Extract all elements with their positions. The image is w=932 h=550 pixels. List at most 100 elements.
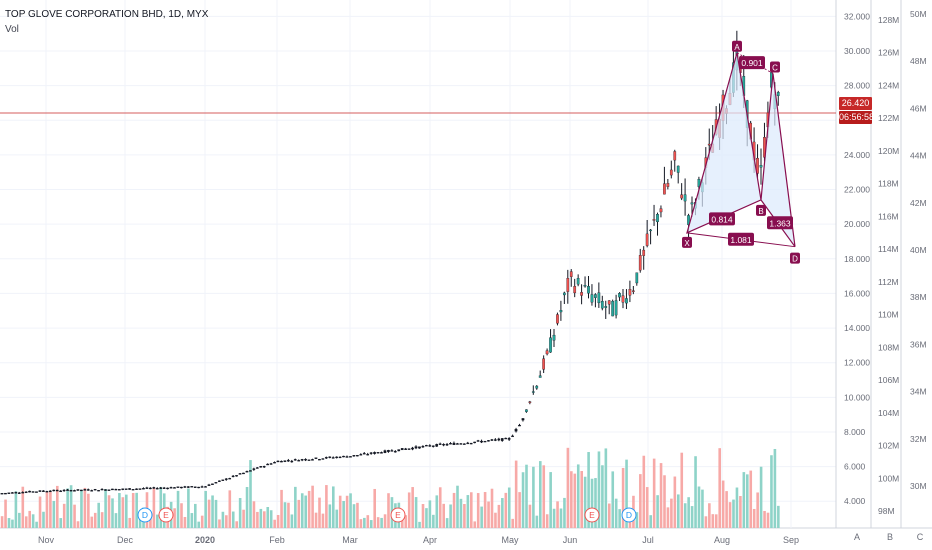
candle-body (352, 455, 356, 457)
candle-body (652, 219, 656, 221)
volume-bar (121, 497, 125, 528)
candle-body (376, 452, 380, 454)
candle-body (500, 438, 504, 441)
volume-bar (194, 503, 197, 528)
volume-bar (0, 516, 4, 528)
candle-body (649, 229, 652, 232)
candle-body (442, 443, 445, 446)
volume-tick-label-secondary: 42M (910, 198, 927, 208)
candle-body (97, 490, 100, 492)
volume-bar (611, 471, 615, 528)
volume-bar (283, 502, 287, 528)
candle-body (759, 165, 763, 168)
volume-bar (256, 511, 259, 528)
price-tick-label: 30.000 (844, 46, 870, 56)
pattern-point-badge (732, 40, 742, 52)
volume-bar (297, 499, 301, 528)
volume-bar (187, 488, 190, 528)
candle-body (7, 492, 11, 494)
volume-bar (511, 518, 514, 528)
candle-body (73, 490, 76, 492)
volume-bar (425, 508, 428, 528)
candle-body (459, 443, 463, 445)
candle-body (173, 487, 176, 489)
volume-bar (732, 499, 735, 528)
candle-body (587, 286, 590, 294)
volume-bar (118, 493, 121, 528)
candle-body (145, 487, 149, 489)
candle-body (124, 488, 128, 490)
candle-body (283, 460, 287, 462)
volume-bar (314, 512, 318, 528)
volume-bar (190, 513, 194, 528)
candle-body (549, 337, 552, 353)
volume-bar (473, 521, 477, 528)
scale-button-c[interactable]: C (916, 532, 924, 542)
volume-bar (718, 448, 721, 528)
volume-bar (100, 512, 104, 528)
candle-body (697, 179, 701, 187)
volume-bar (14, 491, 18, 528)
volume-bar (552, 508, 556, 528)
candle-body (245, 471, 249, 473)
candle-body (55, 489, 59, 492)
candle-body (293, 459, 297, 461)
volume-bar (111, 498, 114, 528)
volume-bar (273, 519, 276, 528)
dividend-marker (137, 507, 153, 523)
time-tick-label: May (501, 535, 519, 545)
candle-body (17, 492, 21, 494)
candle-body (128, 488, 131, 490)
candle-body (462, 443, 466, 445)
candle-body (531, 391, 535, 393)
candle-body (255, 467, 259, 469)
volume-tick-label: 120M (878, 146, 899, 156)
volume-tick-label: 128M (878, 15, 899, 25)
candle-body (217, 480, 221, 482)
price-tick-label: 18.000 (844, 254, 870, 264)
candle-body (204, 486, 207, 488)
volume-bar (356, 502, 359, 528)
candle-body (380, 452, 383, 454)
scale-button-a[interactable]: A (853, 532, 860, 542)
volume-bar (200, 515, 204, 528)
candle-body (552, 334, 556, 341)
candle-body (556, 314, 559, 324)
volume-bar (376, 517, 380, 528)
candle-body (62, 489, 66, 492)
candle-body (100, 488, 104, 491)
volume-bar (514, 460, 518, 528)
volume-bar (411, 487, 414, 528)
candle-body (449, 443, 452, 445)
volume-bar (614, 498, 618, 528)
candle-body (321, 458, 325, 460)
volume-bar (435, 495, 439, 528)
time-tick-label: Dec (117, 535, 134, 545)
volume-bar (542, 465, 546, 528)
volume-bar (259, 508, 263, 528)
candle-body (476, 440, 480, 442)
price-tick-label: 10.000 (844, 392, 870, 402)
volume-bar (545, 514, 549, 528)
candle-body (86, 489, 90, 491)
candle-body (221, 479, 225, 481)
volume-bar (487, 501, 490, 528)
scale-button-b[interactable]: B (886, 532, 893, 542)
volume-bar (701, 489, 704, 528)
volume-bar (11, 519, 14, 528)
candle-body (200, 486, 204, 488)
volume-bar (335, 509, 339, 528)
candle-body (590, 294, 594, 303)
candle-body (69, 490, 73, 492)
candle-body (48, 490, 52, 493)
volume-bar (125, 494, 128, 528)
pattern-ratio-label: 1.081 (730, 235, 752, 245)
volume-bar (249, 460, 252, 528)
volume-bar (183, 516, 187, 528)
candle-body (614, 300, 618, 316)
volume-bar (49, 491, 52, 528)
pattern-ratio-label: 0.814 (711, 214, 733, 224)
volume-bar (31, 514, 35, 528)
